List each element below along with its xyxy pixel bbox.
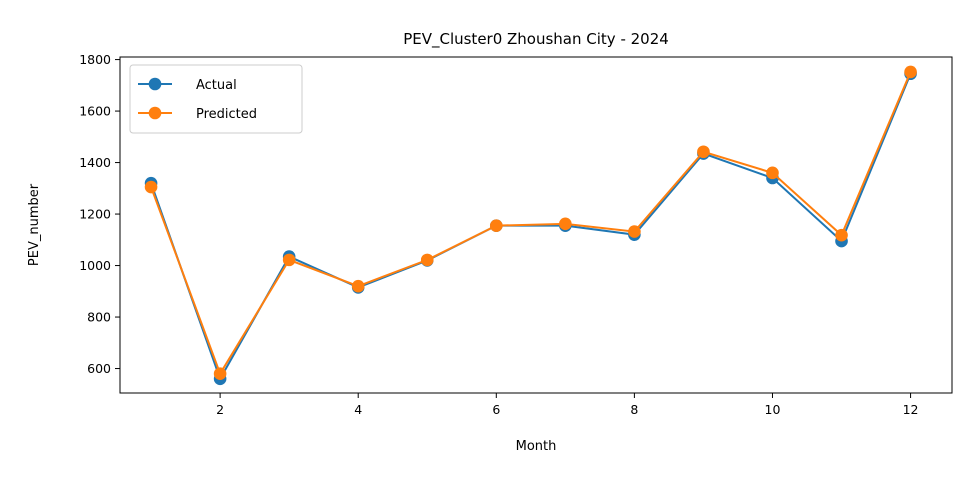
data-point-predicted [835,228,848,242]
legend-box [129,64,303,134]
data-point-predicted [282,253,296,267]
y-tick-label: 1000 [79,258,111,273]
data-point-predicted [766,166,779,180]
x-axis-label: Month [516,439,557,454]
chart-title: PEV_Cluster0 Zhoushan City - 2024 [403,30,669,49]
data-point-predicted [144,180,158,194]
y-axis: 600 800 1000 1200 1400 1600 1800 [79,52,120,376]
plot-area [144,65,917,386]
legend-label: Predicted [196,107,257,122]
series-line-predicted [150,71,912,376]
plot-frame [119,56,953,394]
legend-label: Actual [196,78,237,93]
y-tick-label: 1600 [79,104,111,119]
y-axis-label: PEV_number [27,183,42,266]
data-point-predicted [213,367,227,380]
y-tick-label: 1800 [79,52,111,67]
legend: Actual Predicted [129,64,303,134]
data-point-predicted [420,253,434,267]
data-point-predicted [489,219,503,232]
legend-marker [148,77,162,91]
data-point-predicted [351,279,365,293]
data-point-predicted [697,145,710,159]
x-tick-label: 4 [354,402,362,417]
data-point-predicted [628,225,641,238]
y-tick-label: 600 [87,361,111,376]
x-tick-label: 10 [765,402,781,417]
y-tick-label: 800 [87,310,111,325]
x-tick-label: 8 [630,402,638,417]
legend-marker [148,106,162,120]
x-axis: 2 4 6 8 10 12 [216,393,919,417]
data-point-predicted [559,217,572,231]
x-tick-label: 6 [492,402,500,417]
x-tick-label: 2 [216,402,224,417]
data-point-predicted [904,65,917,79]
y-tick-label: 1200 [79,207,111,222]
y-tick-label: 1400 [79,155,111,170]
x-tick-label: 12 [903,402,919,417]
series-predicted [144,65,917,380]
